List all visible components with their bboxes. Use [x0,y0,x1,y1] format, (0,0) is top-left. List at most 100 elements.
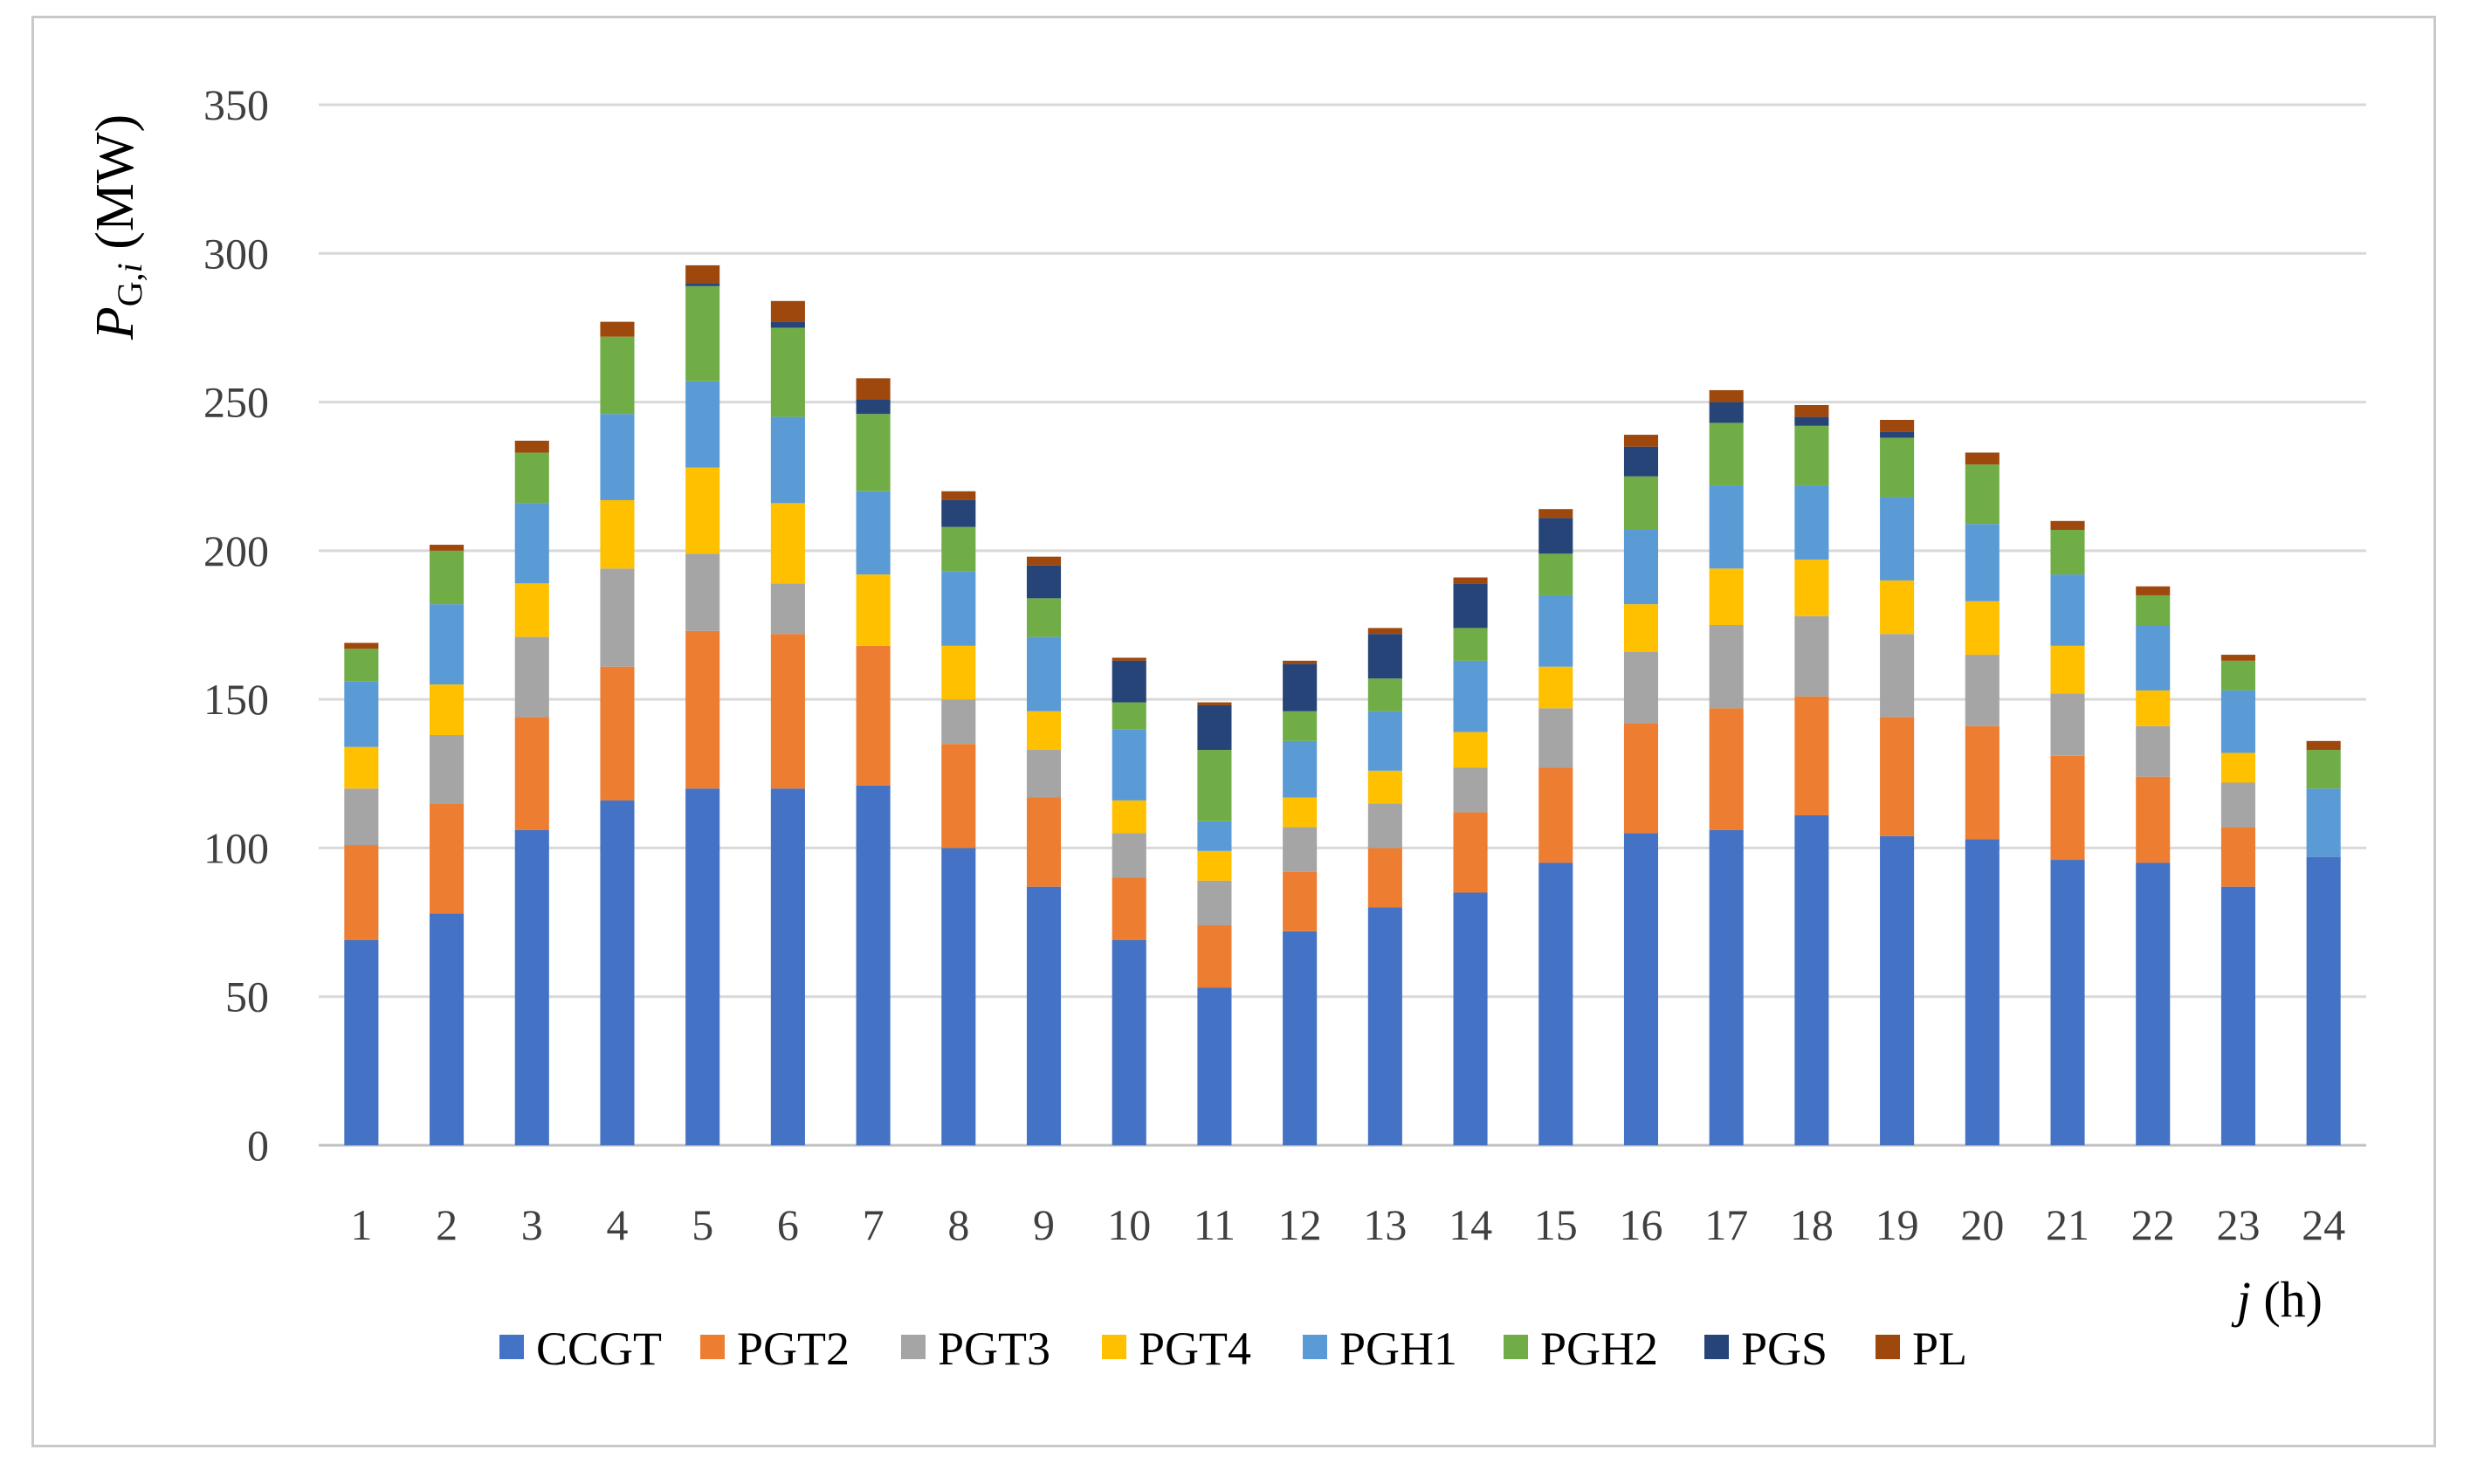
bar-pl-6 [770,300,805,322]
bar-pgt3-11 [1197,880,1232,925]
bar-pgt2-20 [1965,725,2000,840]
bar-pgh2-12 [1283,711,1318,741]
bar-pl-16 [1623,435,1659,447]
bar-pgt2-22 [2136,776,2171,863]
bar-pl-1 [344,642,379,649]
bar-pgt3-16 [1623,651,1659,724]
bar-pgt3-5 [685,553,720,631]
bar-pgt3-22 [2136,725,2171,777]
bar-pgh2-5 [685,285,720,381]
bar-pgt4-8 [941,645,976,700]
bar-pgt2-3 [514,717,549,830]
bar-pgt4-4 [600,499,635,569]
y-tick-100: 100 [203,823,269,872]
bar-ccgt-4 [600,800,635,1145]
bar-pgh2-11 [1197,750,1232,821]
bar-ccgt-1 [344,940,379,1145]
bar-pgt4-15 [1538,666,1573,709]
bar-pgt3-4 [600,568,635,667]
bar-pgt2-12 [1283,871,1318,931]
bar-pgh1-24 [2306,788,2341,857]
bar-pgt4-23 [2220,752,2255,783]
y-tick-150: 150 [203,675,269,724]
bar-pgt2-16 [1623,723,1659,834]
bar-pgh2-9 [1026,598,1062,637]
x-tick-labels: 1 2 3 4 5 6 7 8 9 10 11 12 13 14 15 16 17 18 19 20 21 22 23 24 [350,1200,2345,1249]
bar-pgh1-8 [941,571,976,646]
bar-pl-22 [2136,586,2171,595]
bar-pgh1-10 [1112,729,1146,800]
x-tick-6: 6 [777,1200,799,1249]
bar-pgt4-6 [770,503,805,584]
bar-pgt3-1 [344,788,379,846]
bar-pgs-19 [1880,431,1915,438]
bar-pgh1-7 [856,491,891,575]
bar-pgt4-21 [2050,645,2085,694]
bar-pgt3-8 [941,699,976,745]
bar-pl-12 [1283,660,1318,664]
bar-pgh1-15 [1538,594,1573,667]
bar-pgt4-11 [1197,850,1232,881]
bar-pgt3-9 [1026,750,1062,798]
bar-pgt2-6 [770,634,805,789]
bars [344,265,2341,1145]
bar-pgt4-7 [856,574,891,646]
bar-pl-19 [1880,420,1915,432]
bar-pgs-8 [941,499,976,527]
bar-pgs-5 [685,283,720,286]
bar-pgh1-21 [2050,574,2085,646]
bar-ccgt-6 [770,788,805,1145]
y-tick-350: 350 [203,80,269,129]
y-axis-label-sub: G, [110,272,149,306]
bar-pl-4 [600,321,635,337]
bar-pgs-12 [1283,663,1318,711]
bar-pgs-14 [1453,583,1488,629]
bar-pgt4-13 [1367,770,1402,804]
bar-ccgt-18 [1794,814,1829,1145]
x-tick-23: 23 [2216,1200,2260,1249]
bar-pl-2 [430,545,465,551]
bar-ccgt-3 [514,829,549,1145]
bar-ccgt-9 [1026,886,1062,1145]
x-tick-18: 18 [1790,1200,1834,1249]
bar-pgs-9 [1026,565,1062,599]
bar-pgh1-12 [1283,740,1318,798]
x-tick-3: 3 [521,1200,543,1249]
y-tick-300: 300 [203,229,269,278]
bar-pgh1-22 [2136,625,2171,690]
bar-pgh2-2 [430,550,465,605]
legend-label-pgt2: PGT2 [737,1323,850,1375]
y-axis-label-main: P [86,306,145,340]
bar-ccgt-7 [856,785,891,1145]
bar-pl-21 [2050,520,2085,531]
bar-pgs-18 [1794,416,1829,426]
legend-swatch-pgh2 [1504,1335,1528,1359]
bar-pgt2-13 [1367,848,1402,908]
legend-swatch-ccgt [499,1335,524,1359]
bar-pgt2-23 [2220,827,2255,887]
bar-pl-23 [2220,655,2255,661]
bar-ccgt-21 [2050,860,2085,1145]
bar-pgh2-23 [2220,660,2255,690]
bar-pgt2-14 [1453,812,1488,893]
bar-pgh1-19 [1880,497,1915,581]
bar-pgt4-3 [514,583,549,637]
x-tick-9: 9 [1033,1200,1055,1249]
bar-pgh2-4 [600,336,635,415]
x-tick-14: 14 [1449,1200,1492,1249]
legend-label-ccgt: CCGT [536,1323,662,1375]
bar-pgh1-20 [1965,524,2000,601]
bar-pgt2-18 [1794,696,1829,815]
bar-pgh1-2 [430,604,465,685]
x-tick-8: 8 [947,1200,969,1249]
y-axis-label-sub-italic: i [110,263,149,272]
x-tick-4: 4 [606,1200,628,1249]
legend-swatch-pgt2 [700,1335,725,1359]
bar-pgh2-7 [856,414,891,491]
y-tick-0: 0 [247,1121,269,1170]
y-tick-labels: 0 50 100 150 200 250 300 350 [203,80,269,1170]
bar-ccgt-10 [1112,940,1146,1145]
bar-pgt4-12 [1283,797,1318,828]
bar-pgt3-17 [1709,625,1744,709]
